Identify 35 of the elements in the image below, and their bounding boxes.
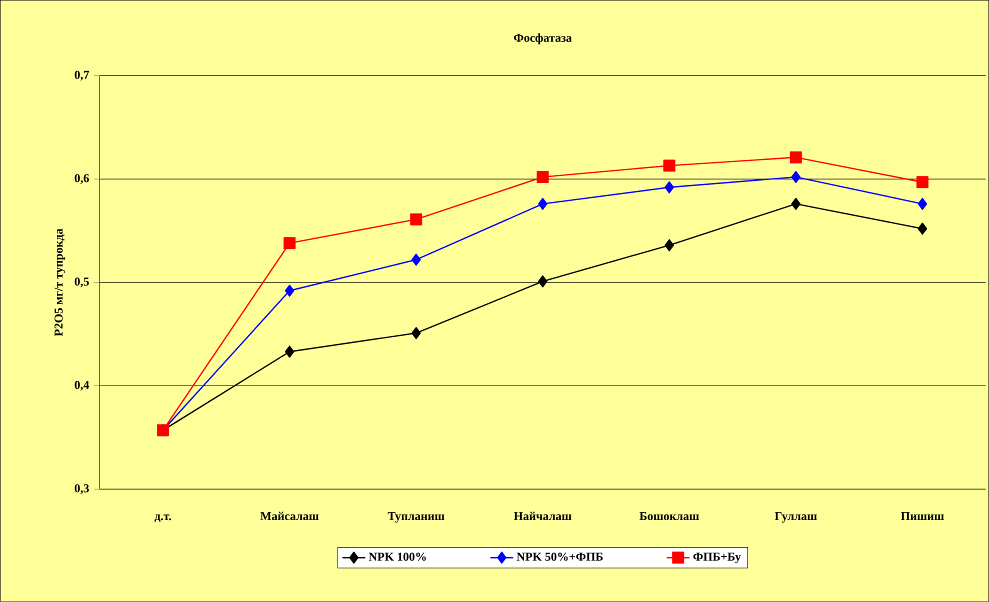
point: [916, 176, 928, 188]
x-tick-label: Гуллаш: [774, 512, 817, 523]
point: [284, 346, 294, 358]
x-tick-label: Тупланиш: [388, 512, 444, 523]
point: [791, 171, 801, 184]
point: [536, 171, 549, 184]
point: [538, 198, 548, 210]
point: [411, 327, 421, 340]
y-tick-label: 0,7: [74, 70, 90, 81]
y-tick-label: 0,5: [74, 278, 89, 288]
y-axis-title: Р2О5 мг/т тупрокда: [54, 228, 66, 336]
point: [664, 239, 674, 252]
point: [284, 237, 296, 250]
chart-title: Фосфатаза: [514, 33, 572, 44]
point: [411, 254, 421, 266]
y-tick-label: 0,3: [74, 484, 89, 494]
point: [663, 160, 676, 172]
point: [410, 213, 422, 226]
point: [791, 198, 801, 210]
point: [790, 151, 802, 164]
point: [918, 222, 928, 235]
legend-label: NPK 100%: [368, 552, 426, 561]
point: [538, 275, 548, 288]
x-tick-label: д.т.: [154, 514, 172, 522]
x-tick-label: Пишиш: [900, 512, 944, 520]
y-tick-label: 0,6: [74, 174, 89, 184]
point: [284, 284, 294, 297]
legend-label: ФПБ+Бу: [693, 552, 741, 564]
x-tick-label: Бошоклаш: [640, 512, 699, 520]
point: [664, 181, 674, 194]
y-tick-label: 0,4: [74, 380, 90, 391]
legend-label: NPK 50%+ФПБ: [516, 552, 603, 561]
point: [918, 198, 928, 210]
x-tick-label: Майсалаш: [260, 512, 319, 520]
x-tick-label: Найчалаш: [514, 512, 572, 520]
